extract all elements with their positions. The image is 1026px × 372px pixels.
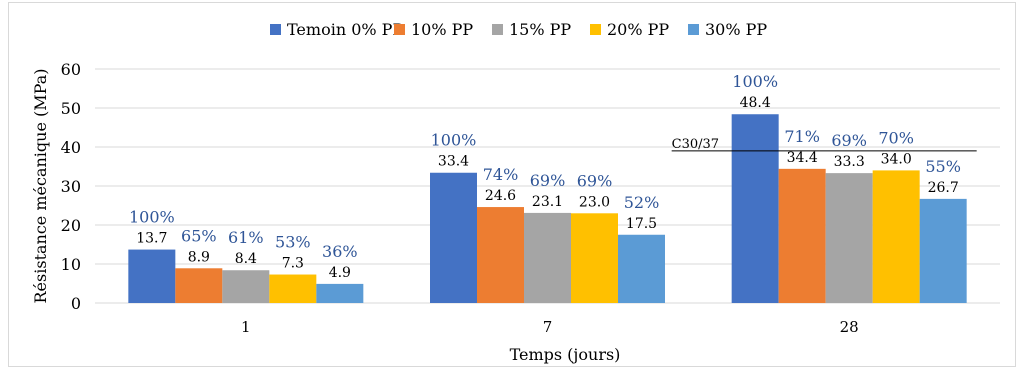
legend-label: 30% PP xyxy=(705,20,767,39)
percent-label: 100% xyxy=(732,72,778,91)
legend-label: 15% PP xyxy=(509,20,571,39)
percent-label: 55% xyxy=(925,157,961,176)
percent-label: 52% xyxy=(624,193,660,212)
value-label: 13.7 xyxy=(136,231,167,247)
reference-line: C30/37 xyxy=(671,137,977,152)
value-label: 34.0 xyxy=(881,151,912,167)
percent-label: 71% xyxy=(784,127,820,146)
bar xyxy=(430,172,477,303)
bar xyxy=(872,170,920,303)
x-tick-label: 28 xyxy=(840,318,859,336)
value-label: 48.4 xyxy=(740,95,771,111)
value-label: 8.4 xyxy=(235,251,257,267)
value-label: 17.5 xyxy=(626,216,657,232)
x-tick-label: 7 xyxy=(543,318,553,336)
value-label: 7.3 xyxy=(282,256,304,272)
value-label: 26.7 xyxy=(928,180,959,196)
x-tick-labels: 1 7 28 xyxy=(241,318,859,336)
percent-label: 100% xyxy=(129,208,175,227)
legend-swatch xyxy=(590,24,601,35)
bar xyxy=(524,212,571,303)
legend-swatch xyxy=(394,24,405,35)
reference-line-label: C30/37 xyxy=(672,137,719,152)
bar xyxy=(128,249,176,303)
bar xyxy=(477,207,524,303)
y-tick-label: 30 xyxy=(61,177,81,196)
y-tick-label: 10 xyxy=(61,255,81,274)
percent-label: 69% xyxy=(530,171,566,190)
data-labels: 13.7 100% 8.9 65% 8.4 61% 7.3 53% 4.9 36% 33.4 100%… xyxy=(129,72,961,281)
percent-label: 65% xyxy=(181,226,217,245)
bar xyxy=(731,114,779,304)
legend-label: 10% PP xyxy=(411,20,473,39)
x-axis-title: Temps (jours) xyxy=(510,345,621,364)
value-label: 33.4 xyxy=(438,154,469,170)
y-tick-label: 40 xyxy=(61,138,81,157)
percent-label: 70% xyxy=(878,128,914,147)
value-label: 8.9 xyxy=(188,249,210,265)
percent-label: 53% xyxy=(275,233,311,252)
percent-label: 69% xyxy=(577,171,613,190)
value-label: 24.6 xyxy=(485,188,516,204)
bars xyxy=(128,114,967,304)
legend-label: Temoin 0% PP xyxy=(287,20,403,39)
percent-label: 69% xyxy=(831,131,867,150)
legend: Temoin 0% PP 10% PP 15% PP 20% PP 30% PP xyxy=(270,20,767,39)
legend-label: 20% PP xyxy=(607,20,669,39)
y-axis-title: Résistance mécanique (MPa) xyxy=(31,69,50,304)
value-label: 23.1 xyxy=(532,194,563,210)
y-tick-labels: 0 10 20 30 40 50 60 xyxy=(61,60,81,313)
percent-label: 61% xyxy=(228,228,264,247)
value-label: 34.4 xyxy=(787,150,818,166)
y-tick-label: 0 xyxy=(71,294,81,313)
value-label: 4.9 xyxy=(329,265,351,281)
bar xyxy=(175,268,223,303)
bar xyxy=(571,213,618,303)
bar xyxy=(825,173,873,303)
percent-label: 36% xyxy=(322,242,358,261)
y-tick-label: 60 xyxy=(61,60,81,79)
percent-label: 100% xyxy=(431,131,477,150)
x-tick-label: 1 xyxy=(241,318,251,336)
value-label: 23.0 xyxy=(579,194,610,210)
value-label: 33.3 xyxy=(834,154,865,170)
bar xyxy=(778,168,826,303)
bar xyxy=(316,283,364,303)
legend-swatch xyxy=(270,24,281,35)
percent-label: 74% xyxy=(483,165,519,184)
legend-swatch xyxy=(492,24,503,35)
bar xyxy=(919,198,967,303)
bar xyxy=(618,234,665,303)
bar xyxy=(269,274,317,303)
y-tick-label: 20 xyxy=(61,216,81,235)
legend-swatch xyxy=(688,24,699,35)
y-tick-label: 50 xyxy=(61,99,81,118)
bar xyxy=(222,270,270,303)
